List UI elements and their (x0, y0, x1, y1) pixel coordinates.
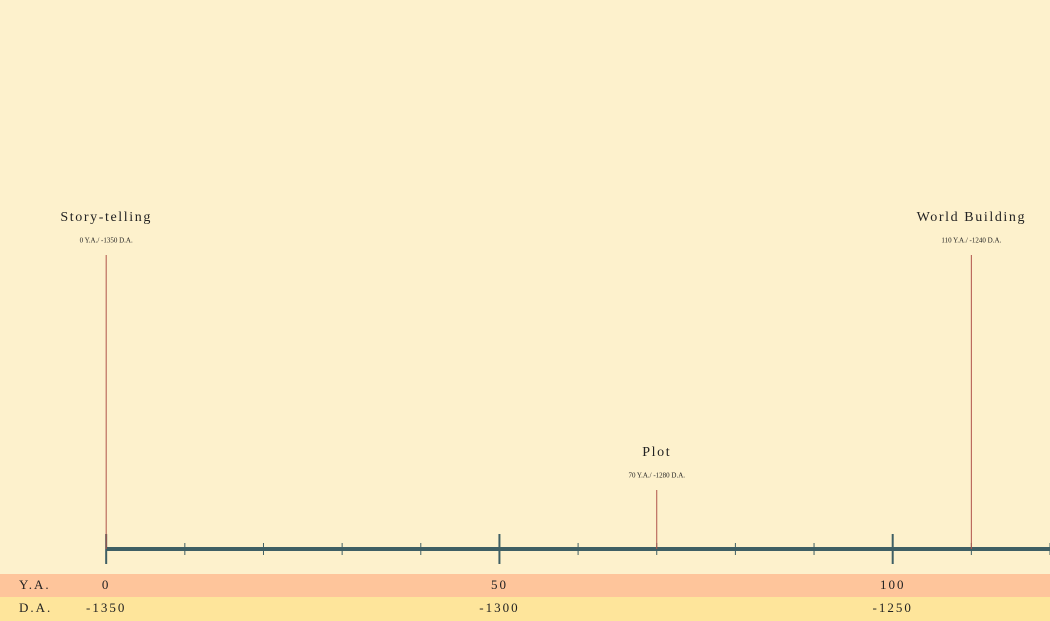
da-label: D.A. (19, 600, 52, 615)
ya-tick-label: 50 (491, 577, 508, 592)
event-title: Plot (642, 445, 671, 460)
da-tick-label: -1250 (873, 600, 913, 615)
event-date: 0 Y.A./ -1350 D.A. (80, 237, 133, 245)
event-title: Story-telling (60, 210, 152, 225)
da-tick-label: -1350 (86, 600, 126, 615)
event-title: World Building (917, 210, 1027, 225)
ya-tick-label: 100 (880, 577, 906, 592)
da-tick-label: -1300 (479, 600, 519, 615)
event-date: 70 Y.A./ -1280 D.A. (628, 472, 685, 480)
ya-label: Y.A. (19, 577, 51, 592)
ya-band (0, 574, 1050, 597)
ya-tick-label: 0 (102, 577, 111, 592)
da-band (0, 597, 1050, 621)
event-date: 110 Y.A./ -1240 D.A. (941, 237, 1001, 245)
